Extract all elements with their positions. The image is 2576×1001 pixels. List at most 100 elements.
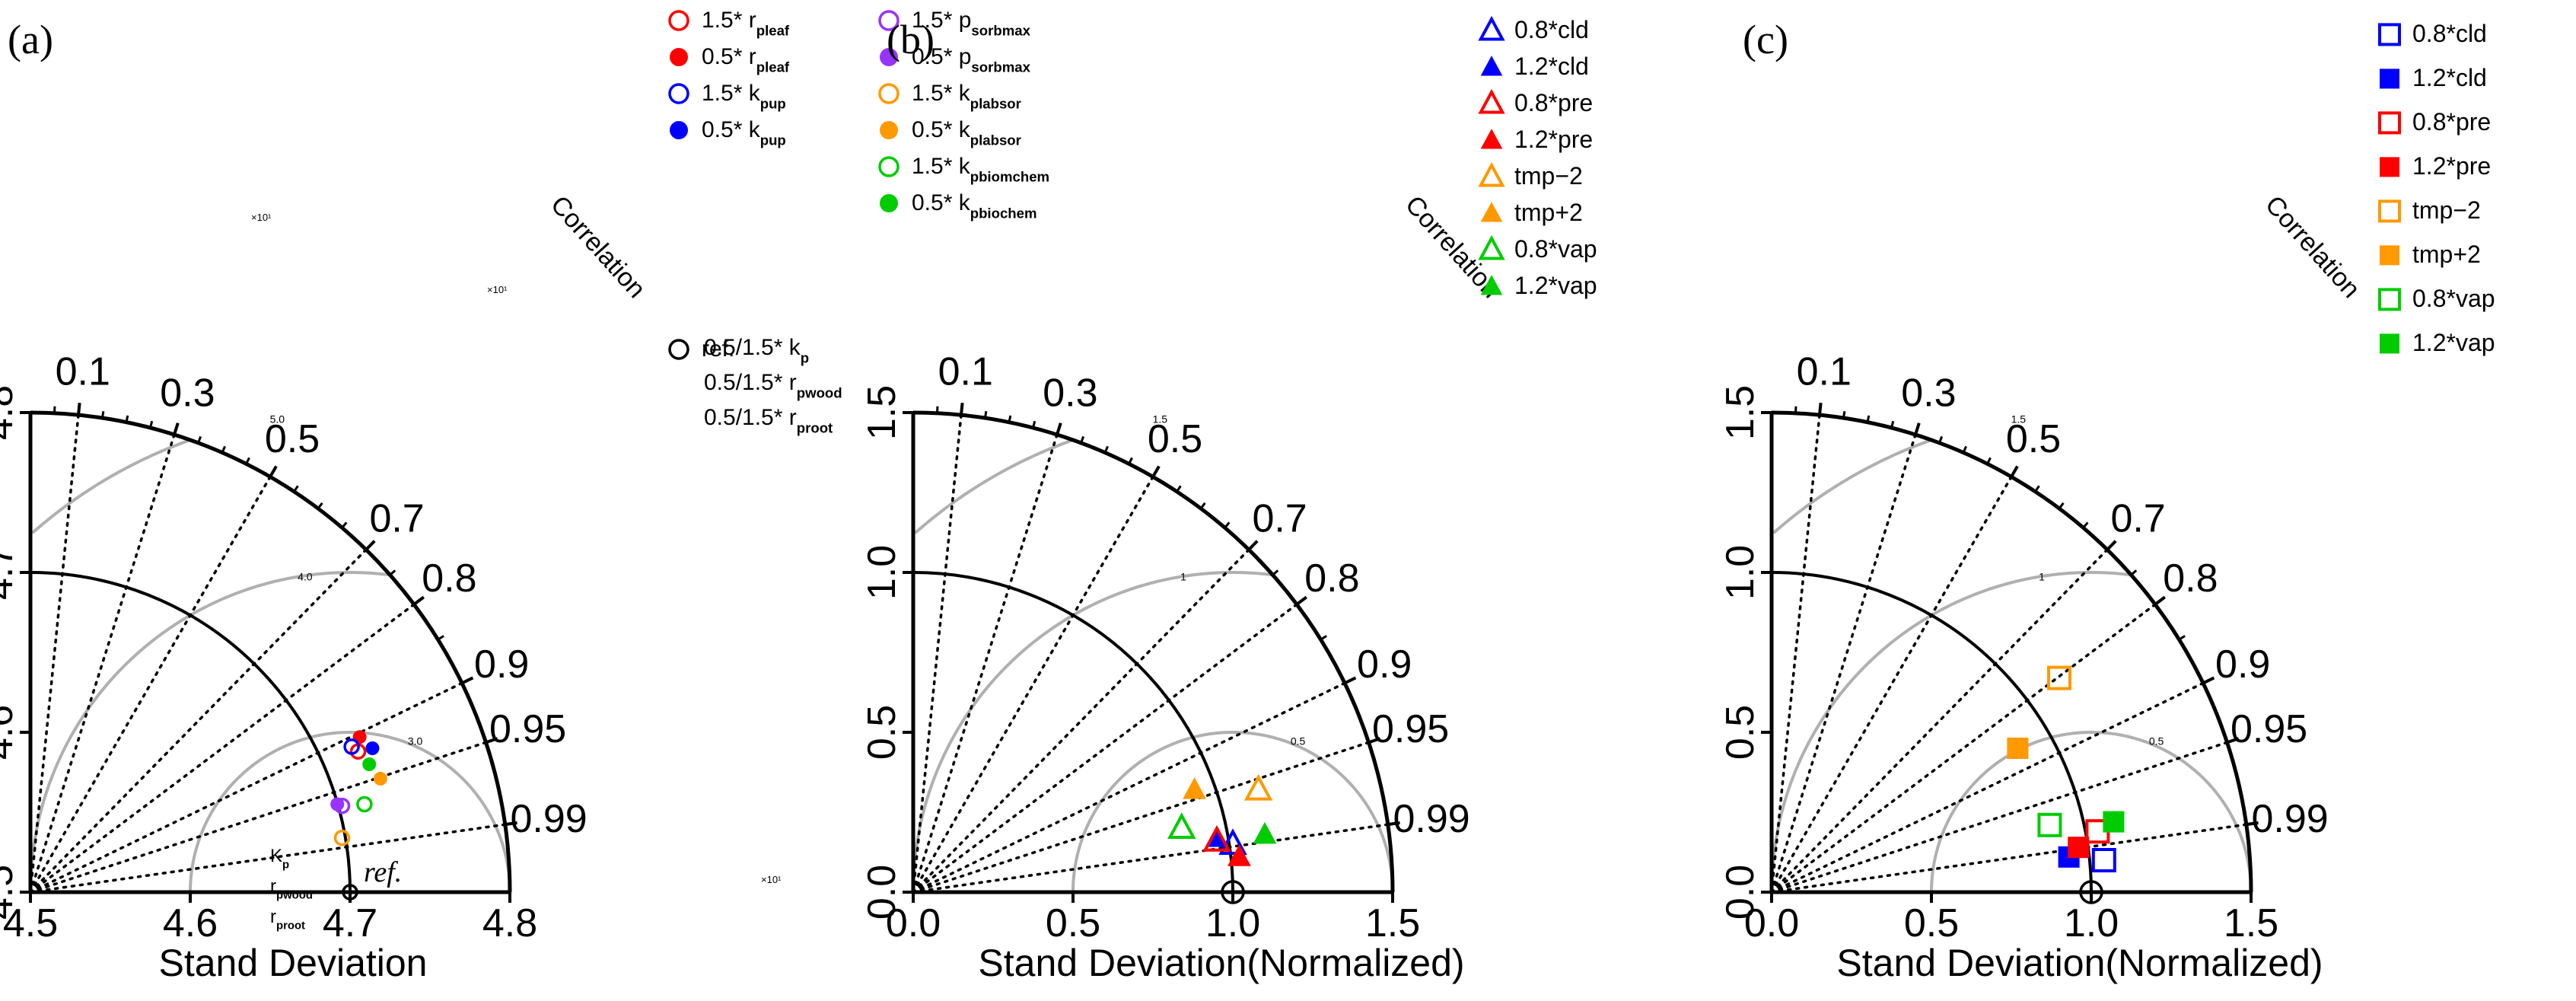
correlation-tick-label: 0.95 [2231,707,2307,751]
legend-label: 0.8*pre [2412,108,2491,135]
correlation-tick-label: 0.5 [1148,417,1202,461]
legend-label: 1.2*vap [2412,329,2495,356]
correlation-tick-label: 0.9 [474,642,529,687]
x-tick-label: 4.5 [3,901,58,945]
reference-sd-arc [912,571,1234,893]
correlation-minor-tick [1986,457,1992,465]
correlation-tick-label: 0.99 [1393,797,1470,841]
rmsd-contour-label: 1.5 [1153,413,1168,426]
correlation-tick-label: 0.5 [2006,417,2061,461]
correlation-ray [29,603,416,894]
data-point [333,829,351,846]
correlation-tick-label: 0.8 [1304,556,1359,601]
correlation-minor-tick [461,679,469,684]
correlation-minor-tick [1866,415,1871,423]
data-point [1253,821,1277,844]
correlation-minor-tick [2058,502,2065,509]
data-point [1228,844,1251,866]
rmsd-contour-label: 1 [1180,570,1186,582]
x-axis-title: Stand Deviation(Normalized) [978,942,1464,984]
correlation-ray [912,741,1371,894]
correlation-minor-tick [341,521,348,529]
data-point [2068,837,2090,859]
correlation-minor-tick [1890,420,1895,429]
reference-sd-arc [30,571,352,893]
correlation-minor-tick [365,544,372,551]
correlation-tick-label: 0.3 [160,371,215,416]
y-tick-label: 0.0 [860,865,904,920]
y-tick-label: 1.5 [860,385,904,440]
legend-label: 1.2*vap [1514,272,1597,299]
legend-marker [1478,15,1505,41]
correlation-minor-tick [149,420,154,429]
data-point [330,797,345,811]
correlation-minor-tick [389,569,396,576]
legend-label: 1.2*pre [1514,126,1593,153]
outer-arc [912,410,1395,893]
correlation-minor-tick [1032,420,1036,429]
legend-marker [2378,23,2401,46]
outer-arc [30,410,512,893]
legend-marker [878,83,900,104]
legend-label: 0.8*pre [1514,89,1593,116]
correlation-tick-label: 0.3 [1901,371,1956,416]
correlation-ray [1770,823,2248,894]
correlation-minor-tick [960,408,963,416]
legend-marker [2380,157,2399,177]
correlation-ray [1770,433,1917,894]
legend-marker [878,156,900,177]
data-point [342,884,358,901]
correlation-minor-tick [1247,544,1255,551]
legend-marker [878,10,900,31]
x-axis-title: Stand Deviation(Normalized) [1836,942,2323,984]
legend-label: ref. [702,336,734,362]
correlation-tick-label: 0.8 [2163,556,2218,601]
correlation-minor-tick [1056,427,1061,435]
legend-label: 1.5* kplabsor [912,81,1021,112]
correlation-minor-tick [269,470,275,478]
correlation-minor-tick [2010,470,2016,478]
rmsd-contour-label: 3.0 [408,735,423,748]
y-tick-label: 1.0 [860,545,904,600]
ref-annotation: rproot [270,907,305,932]
rmsd-contour [1930,730,2253,893]
correlation-ray [29,741,488,894]
legend-marker [1480,202,1503,222]
correlation-tick-label: 0.7 [369,497,424,541]
legend-marker [880,194,898,212]
correlation-minor-tick [1842,411,1846,419]
legend-marker [1478,234,1505,260]
correlation-ray [29,433,176,894]
correlation-tick [2246,821,2259,827]
data-point [343,738,360,755]
correlation-tick-label: 0.9 [2215,642,2270,687]
legend-marker [880,121,898,139]
x-tick-label: 1.0 [2064,901,2119,945]
correlation-minor-tick [1008,415,1012,423]
rmsd-contour [914,438,1074,534]
legend-marker [2378,111,2401,135]
x-tick-label: 1.0 [1205,901,1260,945]
correlation-minor-tick [1176,485,1182,493]
rmsd-contour [189,730,511,893]
correlation-ray [29,823,507,894]
legend-note: 0.5/1.5* rpwood [704,370,842,401]
y-tick-label: 4.7 [0,545,21,600]
correlation-minor-tick [1128,457,1133,465]
legend-label: 0.8*vap [2412,285,2495,312]
correlation-minor-tick [1080,435,1085,444]
legend-label: 1.2*cld [1514,53,1589,80]
correlation-minor-tick [2106,544,2113,551]
panel-b: (b)0.511.50.0 0.5 1.0 1.50.00.51.01.5Stand … [860,15,1597,984]
correlation-minor-tick [293,485,299,493]
data-point [373,771,387,786]
x-tick-label: 0.0 [886,901,941,945]
correlation-tick [1387,821,1400,827]
correlation-minor-tick [1320,635,1327,641]
correlation-minor-tick [77,408,81,416]
x-tick-label: 4.7 [323,901,377,945]
correlation-minor-tick [1199,502,1206,509]
x-tick-label: 0.0 [1744,901,1799,945]
correlation-tick-label: 0.1 [56,349,110,394]
data-point [1167,812,1196,839]
